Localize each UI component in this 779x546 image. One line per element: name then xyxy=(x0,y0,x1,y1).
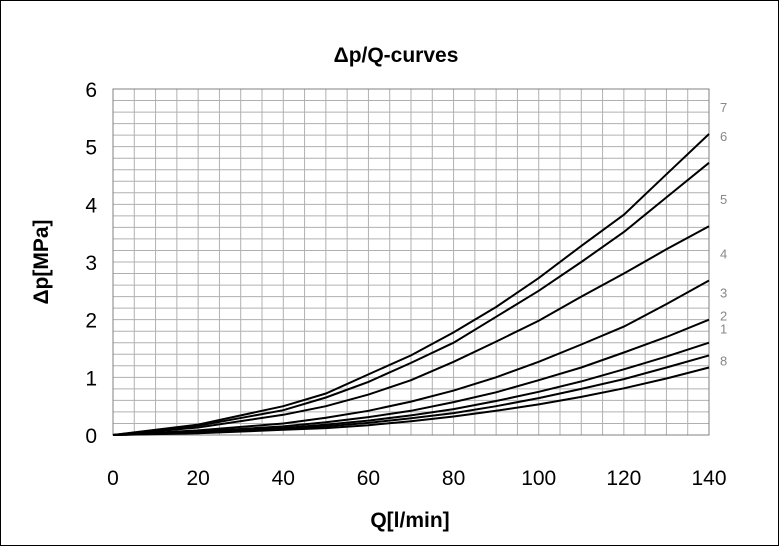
series-line-7 xyxy=(112,133,710,436)
y-tick-label: 1 xyxy=(85,367,97,390)
y-tick-label: 5 xyxy=(85,137,97,160)
y-axis-title: Δp[MPa] xyxy=(30,219,53,304)
curve-labels: 7 6 5 4 3 21 8 xyxy=(720,100,727,369)
chart-title: Δp/Q-curves xyxy=(334,44,459,67)
series-line-4 xyxy=(112,279,710,436)
series-lines xyxy=(112,133,710,436)
plot-area xyxy=(112,88,710,436)
curve-label-6: 6 xyxy=(720,129,727,144)
curve-label-3: 3 xyxy=(720,286,727,301)
curve-label-2: 2 xyxy=(720,309,727,324)
grid xyxy=(112,88,710,436)
series-line-2 xyxy=(112,341,710,436)
y-axis-ticks: 0 1 2 3 4 5 6 xyxy=(85,79,97,448)
x-axis-title: Q[l/min] xyxy=(370,509,449,532)
series-line-3 xyxy=(112,318,710,436)
curve-label-5: 5 xyxy=(720,192,727,207)
series-line-6 xyxy=(112,162,710,436)
series-line-5 xyxy=(112,225,710,436)
x-tick-label: 40 xyxy=(272,467,295,490)
x-tick-label: 140 xyxy=(691,467,726,490)
y-tick-label: 2 xyxy=(85,310,97,333)
x-axis-ticks: 0 20 40 60 80 100 120 140 xyxy=(107,467,726,490)
x-tick-label: 100 xyxy=(521,467,556,490)
y-tick-label: 6 xyxy=(85,79,97,102)
y-tick-label: 4 xyxy=(85,194,97,217)
x-tick-label: 60 xyxy=(357,467,380,490)
curve-label-4: 4 xyxy=(720,247,727,262)
y-tick-label: 3 xyxy=(85,252,97,275)
y-tick-label: 0 xyxy=(85,425,97,448)
curve-label-7: 7 xyxy=(720,100,727,115)
x-tick-label: 80 xyxy=(442,467,465,490)
series-line-8 xyxy=(112,366,710,436)
curve-label-1: 1 xyxy=(720,321,727,336)
x-tick-label: 0 xyxy=(107,467,119,490)
curve-label-8: 8 xyxy=(720,354,727,369)
x-tick-label: 120 xyxy=(606,467,641,490)
x-tick-label: 20 xyxy=(186,467,209,490)
